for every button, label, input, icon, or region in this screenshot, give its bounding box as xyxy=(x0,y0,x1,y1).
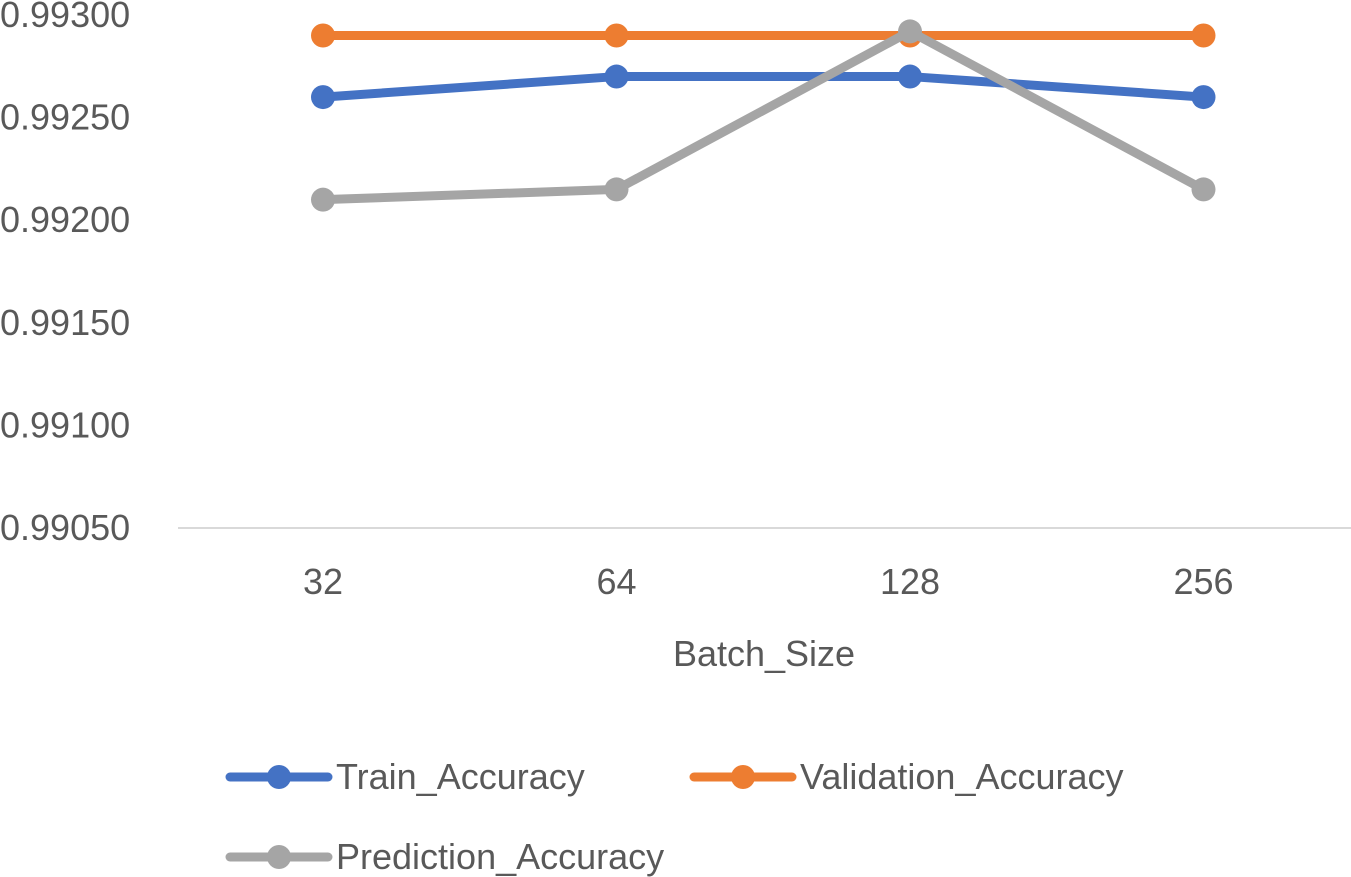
legend: Train_Accuracy Validation_Accuracy Predict… xyxy=(225,756,1124,877)
y-tick-label: 0.99200 xyxy=(0,199,130,240)
data-point xyxy=(1191,85,1216,110)
y-tick-label: 0.99150 xyxy=(0,302,130,343)
series-line xyxy=(318,72,1208,102)
data-point xyxy=(604,64,629,89)
data-point xyxy=(1191,177,1216,202)
legend-swatch-marker xyxy=(731,765,755,789)
legend-swatch-marker xyxy=(267,845,291,869)
series-line xyxy=(318,26,1208,205)
series-lines xyxy=(311,19,1216,212)
x-axis-tick-labels: 32 64 128 256 xyxy=(303,561,1234,602)
data-point xyxy=(311,85,335,110)
data-point xyxy=(604,23,629,48)
legend-entry: Validation_Accuracy xyxy=(689,756,1124,797)
data-point xyxy=(311,187,335,212)
x-tick-label: 256 xyxy=(1173,561,1233,602)
x-tick-label: 32 xyxy=(303,561,343,602)
data-point xyxy=(898,64,922,89)
data-point xyxy=(311,23,335,48)
legend-swatch-marker xyxy=(267,765,291,789)
legend-label: Prediction_Accuracy xyxy=(336,836,664,877)
legend-entry: Prediction_Accuracy xyxy=(225,836,664,877)
y-tick-label: 0.99250 xyxy=(0,97,130,138)
legend-entry: Train_Accuracy xyxy=(225,756,585,797)
y-tick-label: 0.99300 xyxy=(0,0,130,35)
legend-label: Train_Accuracy xyxy=(336,756,585,797)
x-axis-title: Batch_Size xyxy=(673,633,855,674)
series-prediction-accuracy xyxy=(311,19,1216,212)
y-tick-label: 0.99100 xyxy=(0,404,130,445)
legend-label: Validation_Accuracy xyxy=(800,756,1124,797)
series-train-accuracy xyxy=(311,64,1216,110)
data-point xyxy=(898,19,922,44)
x-tick-label: 128 xyxy=(880,561,940,602)
y-tick-label: 0.99050 xyxy=(0,507,130,548)
y-axis-tick-labels: 0.99050 0.99100 0.99150 0.99200 0.99250 0.993… xyxy=(0,0,130,548)
data-point xyxy=(604,177,629,202)
series-validation-accuracy xyxy=(311,23,1216,48)
data-point xyxy=(1191,23,1216,48)
x-tick-label: 64 xyxy=(596,561,636,602)
